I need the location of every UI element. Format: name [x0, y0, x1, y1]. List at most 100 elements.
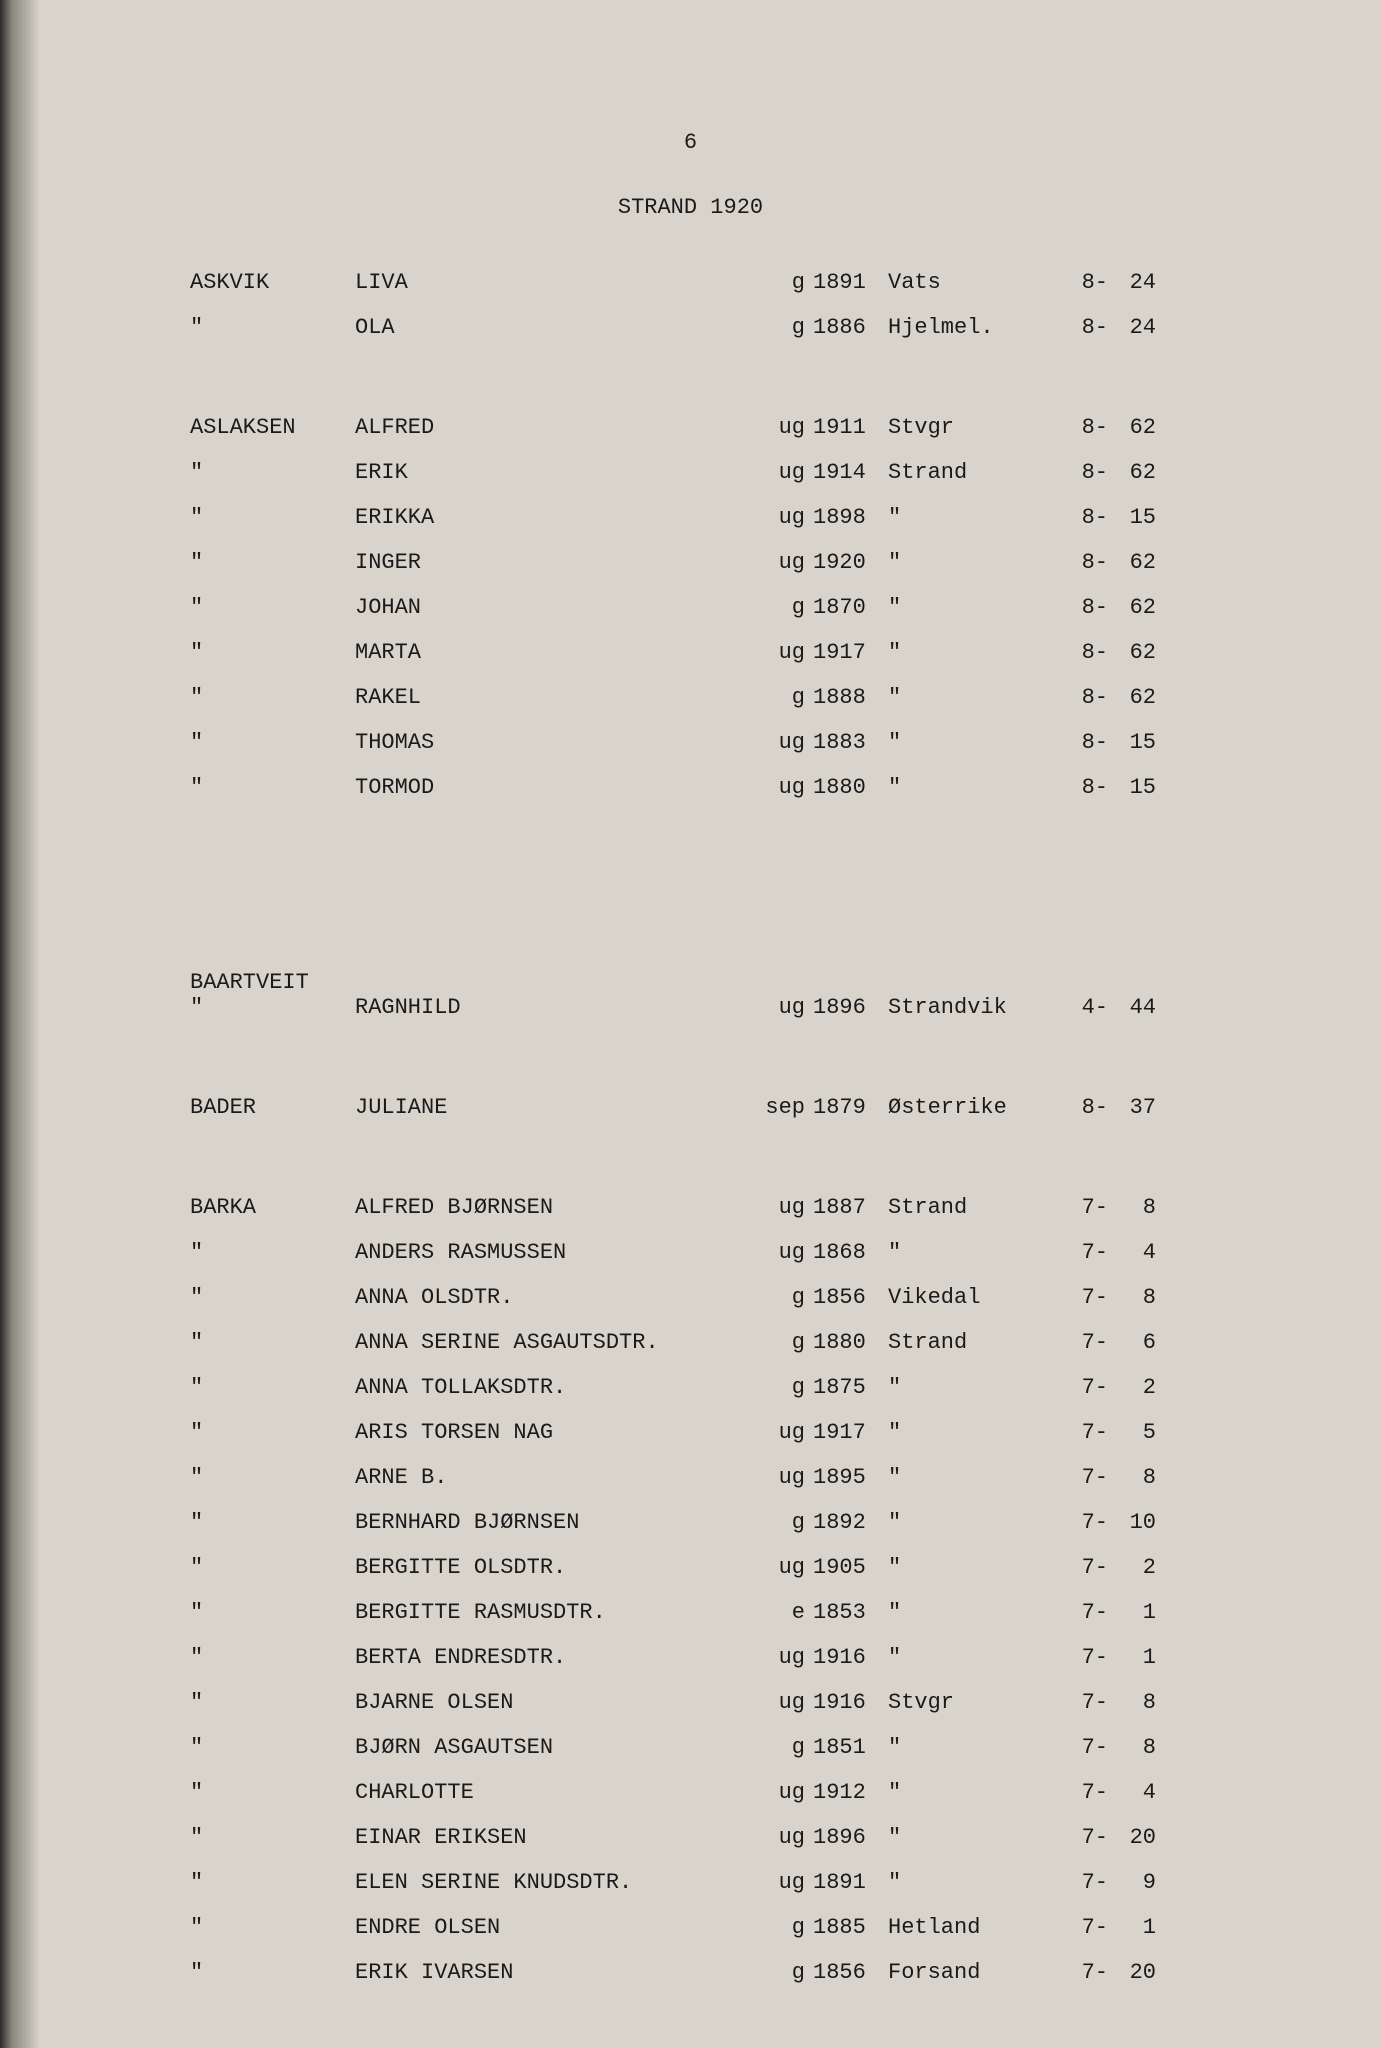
cell-ref2: 37 [1108, 1095, 1156, 1120]
cell-ref2: 24 [1108, 270, 1156, 295]
table-row: "ANNA SERINE ASGAUTSDTR.g1880Strand7-6 [190, 1330, 1281, 1375]
cell-ref1: 7- [1058, 1420, 1108, 1445]
cell-status: ug [745, 775, 813, 800]
cell-place: " [888, 1465, 1058, 1490]
cell-year: 1891 [813, 1870, 888, 1895]
cell-ref2: 8 [1108, 1690, 1156, 1715]
cell-name: THOMAS [355, 730, 745, 755]
cell-name: ERIK [355, 460, 745, 485]
cell-ref1: 8- [1058, 550, 1108, 575]
cell-surname: " [190, 460, 355, 485]
cell-surname: " [190, 685, 355, 710]
cell-name: OLA [355, 315, 745, 340]
cell-ref2: 15 [1108, 730, 1156, 755]
census-table: ASKVIKLIVAg1891Vats8-24"OLAg1886Hjelmel.… [190, 270, 1281, 2005]
cell-place: Stvgr [888, 415, 1058, 440]
cell-place: " [888, 1780, 1058, 1805]
cell-place: Strand [888, 1330, 1058, 1355]
cell-name: ERIKKA [355, 505, 745, 530]
cell-status: g [745, 1510, 813, 1535]
spacer [190, 820, 1281, 970]
cell-year: 1917 [813, 1420, 888, 1445]
spacer [190, 1140, 1281, 1195]
cell-place: Stvgr [888, 1690, 1058, 1715]
table-row: "BERGITTE RASMUSDTR.e1853"7-1 [190, 1600, 1281, 1645]
cell-ref2: 20 [1108, 1960, 1156, 1985]
cell-status: ug [745, 415, 813, 440]
cell-status: g [745, 270, 813, 295]
cell-place: " [888, 1240, 1058, 1265]
cell-surname: " [190, 550, 355, 575]
cell-year: 1914 [813, 460, 888, 485]
cell-status: ug [745, 640, 813, 665]
cell-name: JOHAN [355, 595, 745, 620]
cell-status: ug [745, 460, 813, 485]
cell-ref2: 5 [1108, 1420, 1156, 1445]
cell-ref1: 8- [1058, 595, 1108, 620]
cell-ref2: 6 [1108, 1330, 1156, 1355]
table-row: "ARIS TORSEN NAGug1917"7-5 [190, 1420, 1281, 1465]
cell-year: 1916 [813, 1645, 888, 1670]
cell-surname: " [190, 1375, 355, 1400]
cell-ref2: 8 [1108, 1285, 1156, 1310]
table-row: ASKVIKLIVAg1891Vats8-24 [190, 270, 1281, 315]
cell-status: ug [745, 1420, 813, 1445]
cell-year: 1856 [813, 1960, 888, 1985]
cell-place: Strand [888, 1195, 1058, 1220]
table-row: "EINAR ERIKSENug1896"7-20 [190, 1825, 1281, 1870]
table-row: "JOHANg1870"8-62 [190, 595, 1281, 640]
cell-surname: BADER [190, 1095, 355, 1120]
cell-year: 1885 [813, 1915, 888, 1940]
cell-year: 1880 [813, 775, 888, 800]
table-row: "BERNHARD BJØRNSENg1892"7-10 [190, 1510, 1281, 1555]
cell-name: JULIANE [355, 1095, 745, 1120]
cell-ref1: 7- [1058, 1465, 1108, 1490]
cell-ref2: 4 [1108, 1240, 1156, 1265]
cell-place: Østerrike [888, 1095, 1058, 1120]
cell-surname: " [190, 505, 355, 530]
cell-surname: BARKA [190, 1195, 355, 1220]
cell-status: sep [745, 1095, 813, 1120]
cell-place: Vikedal [888, 1285, 1058, 1310]
page-heading: STRAND 1920 [190, 195, 1281, 220]
cell-ref2: 4 [1108, 1780, 1156, 1805]
cell-surname: " [190, 1780, 355, 1805]
cell-surname: ASLAKSEN [190, 415, 355, 440]
cell-ref1: 7- [1058, 1330, 1108, 1355]
cell-ref2: 9 [1108, 1870, 1156, 1895]
cell-ref1: 8- [1058, 775, 1108, 800]
cell-status: ug [745, 1240, 813, 1265]
cell-surname: " [190, 640, 355, 665]
cell-ref1: 7- [1058, 1600, 1108, 1625]
cell-ref1: 8- [1058, 505, 1108, 530]
cell-ref1: 7- [1058, 1645, 1108, 1670]
table-row: "ERIKKAug1898"8-15 [190, 505, 1281, 550]
cell-place: " [888, 1825, 1058, 1850]
cell-ref1: 7- [1058, 1915, 1108, 1940]
cell-status: ug [745, 1195, 813, 1220]
cell-status: g [745, 315, 813, 340]
table-row: ASLAKSENALFREDug1911Stvgr8-62 [190, 415, 1281, 460]
cell-year: 1892 [813, 1510, 888, 1535]
cell-place: Strand [888, 460, 1058, 485]
cell-name: BJARNE OLSEN [355, 1690, 745, 1715]
cell-place: Vats [888, 270, 1058, 295]
cell-ref1: 7- [1058, 1375, 1108, 1400]
cell-place: " [888, 1645, 1058, 1670]
cell-ref1: 8- [1058, 270, 1108, 295]
cell-place: Hjelmel. [888, 315, 1058, 340]
cell-surname: " [190, 315, 355, 340]
cell-ref2: 62 [1108, 550, 1156, 575]
cell-status: ug [745, 1690, 813, 1715]
cell-surname: " [190, 1510, 355, 1535]
cell-ref1: 7- [1058, 1870, 1108, 1895]
cell-ref2: 1 [1108, 1600, 1156, 1625]
cell-surname: " [190, 1555, 355, 1580]
cell-place: " [888, 640, 1058, 665]
table-row: "CHARLOTTEug1912"7-4 [190, 1780, 1281, 1825]
cell-year: 1912 [813, 1780, 888, 1805]
cell-surname: " [190, 1825, 355, 1850]
cell-place: " [888, 505, 1058, 530]
table-row: "ANNA OLSDTR.g1856Vikedal7-8 [190, 1285, 1281, 1330]
cell-ref1: 7- [1058, 1960, 1108, 1985]
